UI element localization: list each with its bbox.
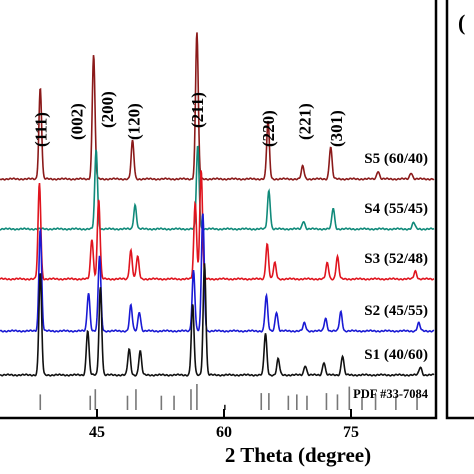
peak-annotations: (110)(111)(002)(200)(120)(211)(220)(221)… — [31, 91, 346, 147]
series-line-4 — [0, 213, 435, 333]
series-label: S5 (60/40) — [364, 151, 428, 167]
peak-annotation: (221) — [295, 103, 314, 140]
series-labels: S5 (60/40) S4 (55/45) S3 (52/48) S2 (45/55)… — [353, 151, 429, 401]
series-label: S3 (52/48) — [364, 251, 428, 267]
right-panel-label: ( — [458, 10, 465, 35]
peak-annotation: (002) — [68, 103, 87, 140]
series-line-2 — [0, 145, 435, 231]
series-label: S1 (40/60) — [364, 347, 428, 363]
x-axis: 45 60 75 — [89, 409, 359, 441]
x-tick-label: 75 — [343, 424, 359, 441]
reference-label: PDF #33-7084 — [353, 387, 429, 401]
series-group — [0, 32, 435, 377]
series-label: S2 (45/55) — [364, 303, 428, 319]
x-axis-title: 2 Theta (degree) — [225, 443, 371, 467]
x-tick-label: 45 — [89, 424, 105, 441]
right-panel-frame — [445, 0, 474, 420]
series-line-3 — [0, 170, 435, 281]
peak-annotation: (211) — [188, 92, 207, 128]
series-line-5 — [0, 263, 435, 377]
peak-annotation: (111) — [31, 112, 50, 147]
peak-annotation: (120) — [124, 103, 143, 140]
x-tick-label: 60 — [216, 424, 232, 441]
series-label: S4 (55/45) — [364, 201, 428, 217]
plot-frame — [0, 0, 438, 420]
peak-annotation: (200) — [98, 91, 117, 128]
series-line-1 — [0, 32, 435, 181]
reference-group — [39, 384, 418, 410]
peak-annotation: (301) — [327, 110, 346, 147]
peak-annotation: (220) — [259, 110, 278, 147]
